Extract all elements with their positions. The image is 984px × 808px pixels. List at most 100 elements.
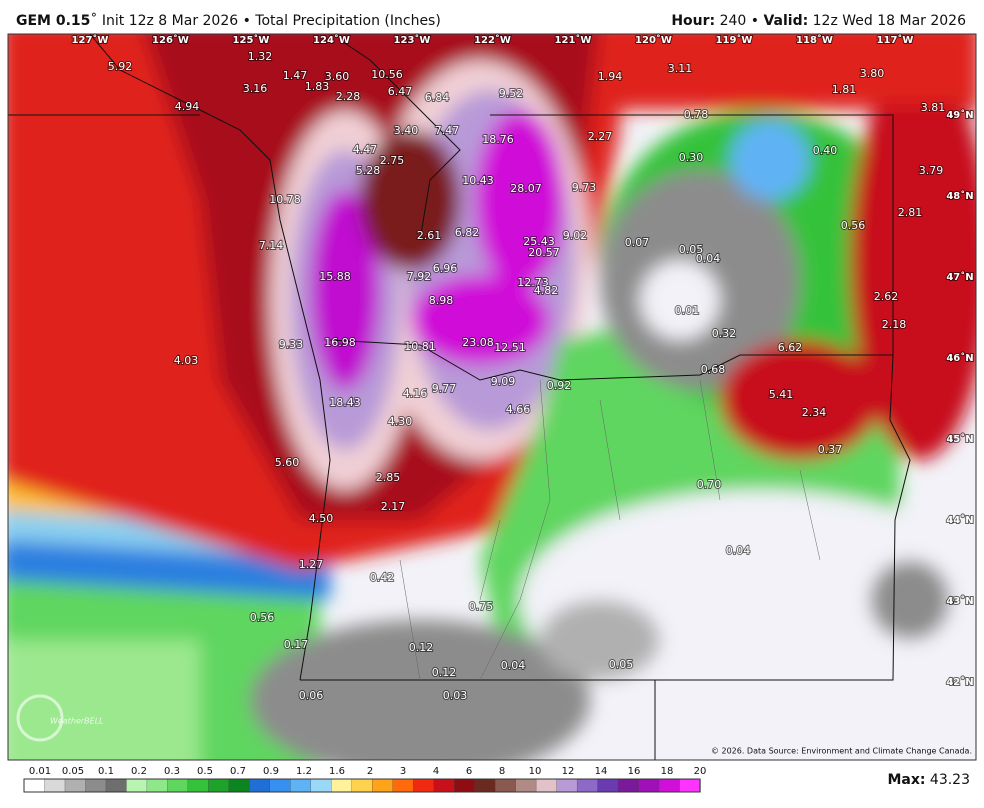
longitude-label: 127˚W [72,34,109,46]
precip-amount: 2.61 [417,229,442,242]
legend-label: 0.01 [29,766,51,777]
precip-amount: 28.07 [510,182,542,195]
hour-label: Hour: [671,13,715,29]
precip-amount: 9.77 [432,382,457,395]
logo: WeatherBELL [50,717,104,726]
hour: 240 • [715,13,763,29]
legend-label: 14 [595,766,608,777]
longitude-label: 118˚W [796,34,833,46]
precip-amount: 10.43 [462,174,494,187]
precip-amount: 4.47 [353,143,378,156]
precip-amount: 1.47 [283,69,308,82]
legend-label: 0.05 [62,766,84,777]
legend-swatch [638,778,660,793]
precip-amount: 0.37 [818,443,843,456]
precip-amount: 1.32 [248,50,273,63]
precip-amount: 2.85 [376,471,401,484]
legend-swatch [23,778,46,793]
precip-amount: 2.34 [802,406,827,419]
precip-amount: 3.80 [860,67,885,80]
header-right: Hour: 240 • Valid: 12z Wed 18 Mar 2026 [671,13,966,29]
legend-label: 0.2 [131,766,147,777]
precip-amount: 0.56 [841,219,866,232]
valid: 12z Wed 18 Mar 2026 [808,13,966,29]
precip-amount: 16.98 [324,336,356,349]
legend-swatch [372,778,394,793]
precip-amount: 4.82 [534,284,559,297]
title: ˚ Init 12z 8 Mar 2026 • Total Precipitat… [90,12,440,29]
precip-amount: 0.68 [701,363,726,376]
logo-mark [16,694,64,742]
precip-amount: 0.56 [250,611,275,624]
precip-amount: 5.41 [769,388,794,401]
longitude-label: 121˚W [555,34,592,46]
precip-amount: 4.03 [174,354,199,367]
longitude-label: 126˚W [152,34,189,46]
legend-swatch [556,778,578,793]
legend-swatch [228,778,250,793]
precip-amount: 2.62 [874,290,899,303]
legend-swatch [433,778,455,793]
precip-amount: 0.06 [299,689,324,702]
precip-amount: 0.04 [726,544,751,557]
precip-amount: 0.32 [712,327,737,340]
precip-amount: 0.40 [813,144,838,157]
precip-amount: 1.81 [832,83,857,96]
precip-amount: 3.60 [325,70,350,83]
precip-amount: 0.17 [284,638,309,651]
latitude-label: 46˚N [946,352,973,364]
legend: 0.01 0.05 0.1 0.2 0.3 0.5 0.7 0.9 1.2 1.6 2 3 4 6 8 10 1… [23,766,707,793]
max: Max: 43.23 [887,772,970,788]
latitude-label: 47˚N [946,271,973,283]
precip-amount: 0.78 [684,108,709,121]
legend-swatch [167,778,189,793]
precip-amount: 2.28 [336,90,361,103]
precip-amount: 18.43 [329,396,361,409]
legend-swatch [310,778,332,793]
precip-amount: 9.09 [491,375,516,388]
latitude-label: 44˚N [946,514,973,526]
legend-swatch [290,778,312,793]
precip-amount: 7.47 [435,124,460,137]
precip-amount: 7.92 [407,270,432,283]
precip-amount: 0.04 [696,252,721,265]
header-left: GEM 0.15˚ Init 12z 8 Mar 2026 • Total Pr… [16,12,441,29]
legend-label: 0.1 [98,766,114,777]
legend-swatch [269,778,291,793]
precip-amount: 0.12 [409,641,434,654]
precip-amount: 10.56 [371,68,403,81]
precip-amount: 12.51 [494,341,526,354]
legend-swatch [454,778,476,793]
precip-amount: 0.04 [501,659,526,672]
legend-swatch [146,778,169,793]
precip-amount: 0.12 [432,666,457,679]
legend-swatch [64,778,87,793]
legend-swatch [474,778,496,793]
precip-amount: 0.03 [443,689,468,702]
legend-label: 0.7 [230,766,246,777]
precip-amount: 20.57 [528,246,560,259]
map-frame [7,33,977,761]
precip-amount: 0.70 [697,478,722,491]
precip-amount: 2.27 [588,130,613,143]
precip-amount: 0.05 [679,243,704,256]
precip-amount: 0.07 [625,236,650,249]
latitude-label: 42˚N [946,676,973,688]
legend-label: 4 [433,766,439,777]
legend-swatch [413,778,435,793]
legend-label: 2 [367,766,373,777]
precip-amount: 12.73 [517,276,549,289]
legend-label: 3 [400,766,406,777]
precip-amount: 6.84 [425,91,450,104]
precip-amount: 5.28 [356,164,381,177]
precip-amount: 2.18 [882,318,907,331]
precip-amount: 6.82 [455,226,480,239]
precip-amount: 3.40 [394,124,419,137]
map-labels: 5.92 1.32 1.47 3.60 10.56 1.83 3.16 2.28 6.47 6.8… [71,33,975,703]
precip-amount: 4.94 [175,100,200,113]
legend-swatch [126,778,148,793]
latitude-label: 49˚N [946,109,973,121]
legend-label: 20 [694,766,707,777]
legend-swatch [249,778,271,793]
precip-amount: 15.88 [319,270,351,283]
